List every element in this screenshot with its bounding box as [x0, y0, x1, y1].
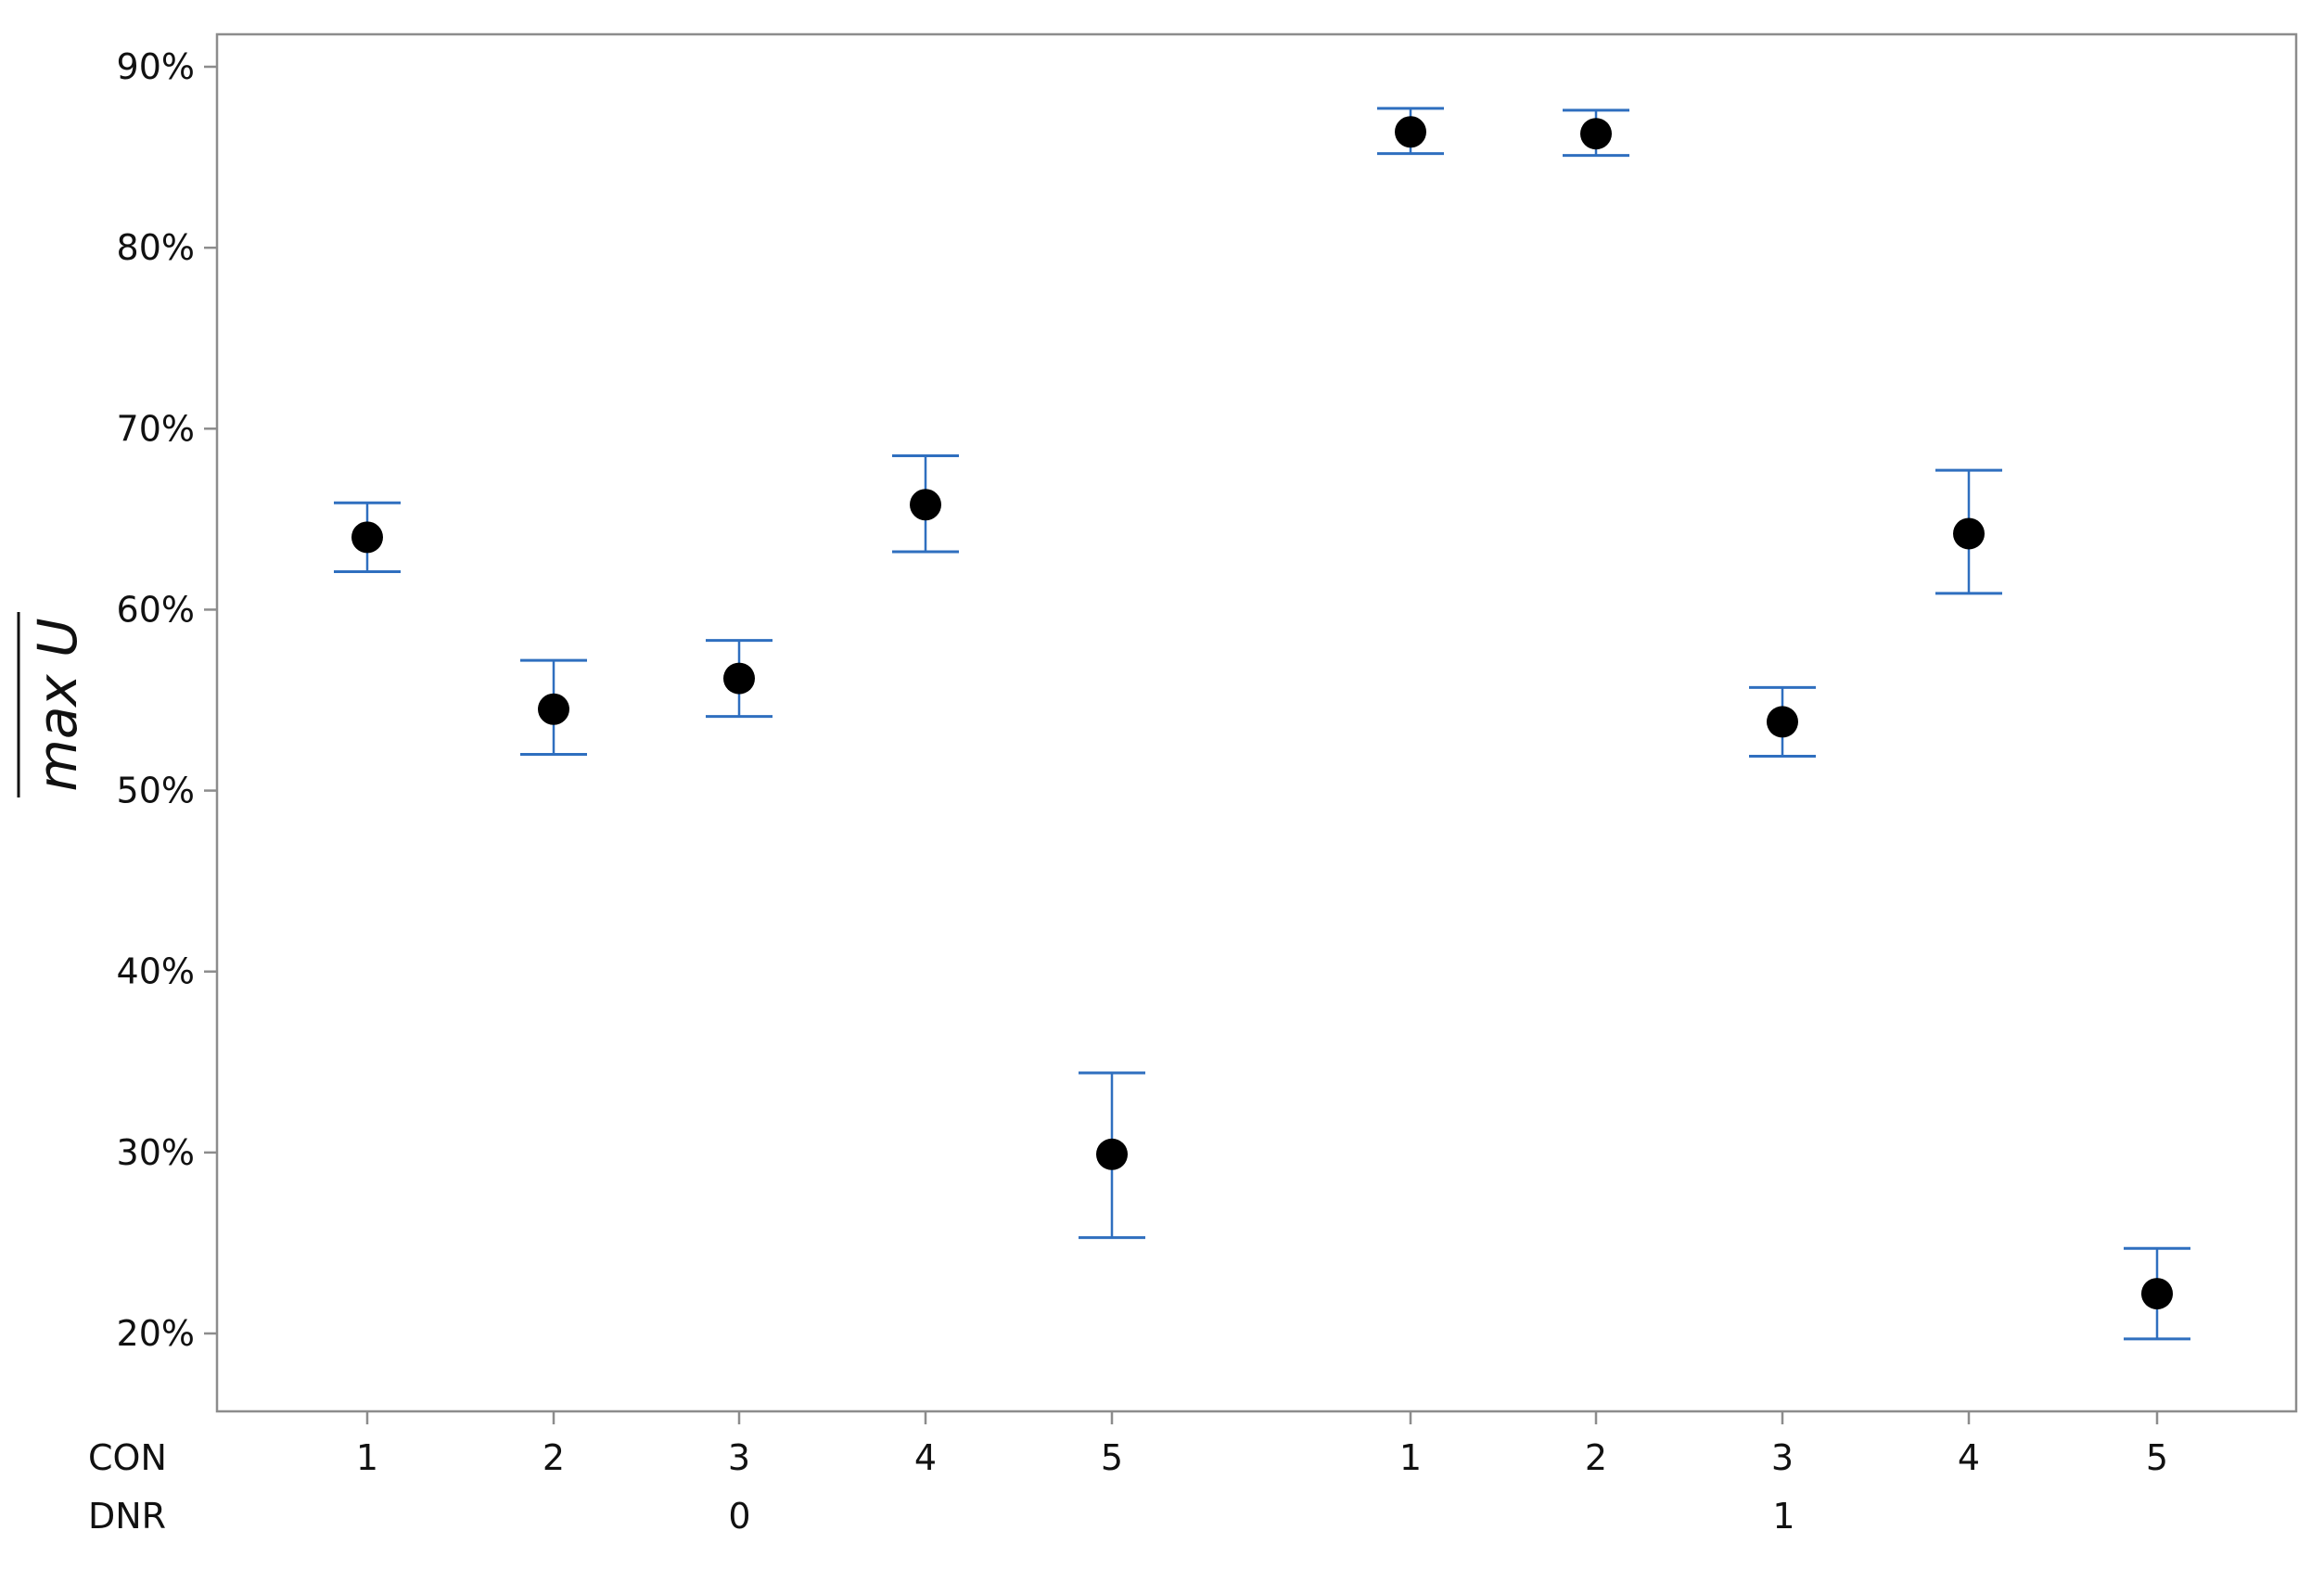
- data-point-group: [2124, 1246, 2190, 1341]
- data-point-group: [1079, 1071, 1145, 1240]
- data-point-group: [1935, 468, 2002, 595]
- data-point-mean: [723, 662, 755, 695]
- x-tick-label-con: 2: [1585, 1437, 1607, 1478]
- y-tick-label: 30%: [117, 1132, 195, 1173]
- data-point-group: [1563, 108, 1629, 158]
- x-group-label-dnr: 1: [1772, 1496, 1794, 1537]
- data-point-mean: [1767, 706, 1798, 738]
- x-tick-label-con: 5: [1101, 1437, 1123, 1478]
- data-point-mean: [1953, 517, 1985, 550]
- data-point-group: [892, 454, 959, 554]
- x-tick-label-con: 2: [543, 1437, 565, 1478]
- x-axis: 1 2 3 4 5 0 1 2 3 4 5 1: [356, 1411, 2168, 1537]
- y-tick-label: 60%: [117, 589, 195, 630]
- data-point-mean: [2141, 1278, 2173, 1310]
- plot-frame: [215, 32, 2298, 1413]
- data-marks: [334, 107, 2190, 1341]
- y-tick-label: 40%: [117, 951, 195, 992]
- y-axis: 20% 30% 40% 50% 60% 70% 80% 90%: [117, 46, 217, 1354]
- x-group-label-dnr: 0: [728, 1496, 750, 1537]
- x-tick-label-con: 1: [1399, 1437, 1422, 1478]
- y-axis-label: max U: [26, 618, 89, 791]
- data-point-mean: [1395, 116, 1426, 148]
- data-point-group: [520, 658, 587, 757]
- data-point-mean: [910, 489, 941, 521]
- row-label-dnr: DNR: [88, 1496, 166, 1537]
- x-tick-label-con: 1: [356, 1437, 378, 1478]
- x-tick-label-con: 4: [1958, 1437, 1980, 1478]
- data-point-group: [1749, 685, 1816, 758]
- y-tick-label: 70%: [117, 408, 195, 449]
- x-tick-label-con: 3: [728, 1437, 750, 1478]
- row-label-con: CON: [88, 1437, 167, 1478]
- data-point-mean: [351, 521, 383, 554]
- y-tick-label: 20%: [117, 1313, 195, 1354]
- data-point-group: [706, 639, 773, 719]
- y-tick-label: 50%: [117, 771, 195, 811]
- y-tick-label: 90%: [117, 46, 195, 87]
- data-point-group: [1377, 107, 1444, 156]
- x-tick-label-con: 4: [914, 1437, 937, 1478]
- y-tick-label: 80%: [117, 227, 195, 268]
- x-tick-label-con: 3: [1771, 1437, 1794, 1478]
- data-point-mean: [538, 693, 569, 725]
- data-point-mean: [1096, 1138, 1128, 1170]
- data-point-mean: [1580, 118, 1612, 150]
- x-tick-label-con: 5: [2146, 1437, 2168, 1478]
- data-point-group: [334, 501, 401, 573]
